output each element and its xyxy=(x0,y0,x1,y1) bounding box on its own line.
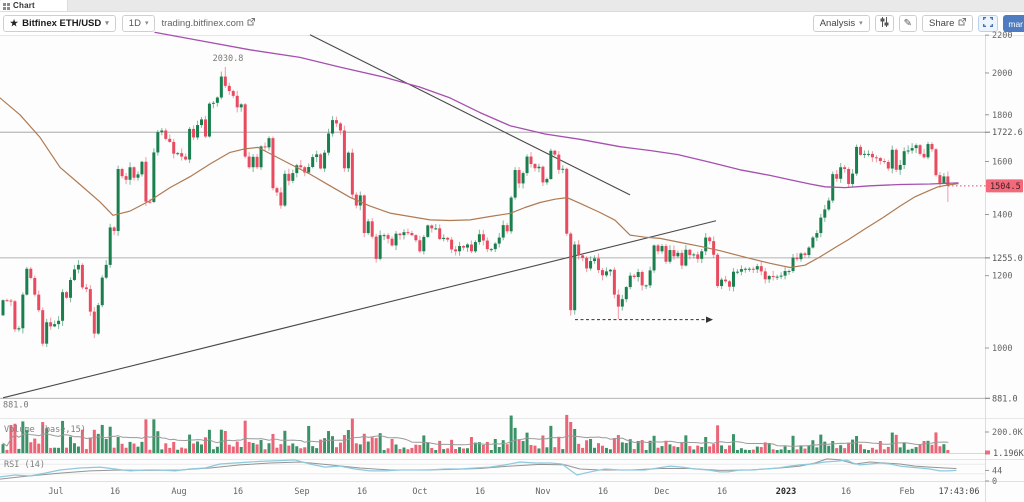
toolbar-left: ★ Bitfinex ETH/USD ▾ 1D ▾ trading.bitfin… xyxy=(0,15,255,32)
overflow-chip-label: mar xyxy=(1008,18,1023,29)
svg-text:1255.0: 1255.0 xyxy=(992,254,1023,264)
chevron-down-icon: ▾ xyxy=(105,20,109,27)
svg-text:16: 16 xyxy=(357,487,367,497)
star-icon: ★ xyxy=(10,18,19,28)
timeframe-selector-button[interactable]: 1D ▾ xyxy=(121,15,156,32)
fullscreen-icon xyxy=(983,17,994,30)
pencil-icon: ✎ xyxy=(903,18,912,29)
external-link-icon xyxy=(958,18,967,29)
tab-chart-label: Chart xyxy=(13,1,35,10)
share-button[interactable]: Share xyxy=(922,15,974,32)
chevron-down-icon: ▾ xyxy=(859,20,863,27)
chevron-down-icon: ▾ xyxy=(144,20,149,27)
svg-text:Aug: Aug xyxy=(171,487,186,497)
toolbar: ★ Bitfinex ETH/USD ▾ 1D ▾ trading.bitfin… xyxy=(0,12,1024,36)
price-axis[interactable]: 2200 2000 1800 1600 1400 1200 1000 1722.6 1255.0… xyxy=(948,31,1024,487)
high-price-annotation: 2030.8 xyxy=(213,54,244,64)
svg-text:Jul: Jul xyxy=(48,487,63,497)
svg-text:1800: 1800 xyxy=(992,111,1012,121)
last-price-tag xyxy=(986,179,1023,193)
symbol-label: Bitfinex ETH/USD xyxy=(22,18,102,29)
svg-text:1000: 1000 xyxy=(992,344,1012,354)
svg-text:16: 16 xyxy=(110,487,120,497)
time-axis[interactable]: Jul 16 Aug 16 Sep 16 Oct 16 Nov 16 Dec 16 2023 16 Feb 1… xyxy=(48,487,979,497)
svg-text:2000: 2000 xyxy=(992,69,1012,79)
overflow-chip[interactable]: mar xyxy=(1003,15,1024,32)
svg-text:1504.5: 1504.5 xyxy=(990,182,1021,192)
grid-icon xyxy=(3,0,10,15)
moving-average-lines xyxy=(0,31,959,269)
svg-text:200.0K: 200.0K xyxy=(992,428,1024,438)
svg-text:1.196K: 1.196K xyxy=(993,449,1024,459)
share-label: Share xyxy=(929,18,955,29)
svg-text:16: 16 xyxy=(233,487,243,497)
svg-text:Dec: Dec xyxy=(654,487,669,497)
svg-text:2200: 2200 xyxy=(992,31,1012,41)
rsi-indicator-label: RSI (14) xyxy=(4,460,45,470)
symbol-selector-button[interactable]: ★ Bitfinex ETH/USD ▾ xyxy=(3,15,116,32)
svg-text:1722.6: 1722.6 xyxy=(992,128,1023,138)
trendlines[interactable] xyxy=(2,34,717,399)
tab-chart[interactable]: Chart xyxy=(0,0,68,11)
svg-text:16: 16 xyxy=(598,487,608,497)
annotations: 2030.8 881.0 Volume (base,15) RSI (14) xyxy=(3,54,243,470)
left-level-annotation: 881.0 xyxy=(3,400,29,410)
sliders-icon xyxy=(880,17,889,30)
svg-text:Nov: Nov xyxy=(535,487,550,497)
svg-text:Sep: Sep xyxy=(294,487,309,497)
timeframe-label: 1D xyxy=(128,18,141,29)
external-link-icon xyxy=(247,18,255,29)
analysis-label: Analysis xyxy=(819,18,856,29)
svg-text:16: 16 xyxy=(475,487,485,497)
svg-text:44: 44 xyxy=(992,466,1002,476)
svg-text:1400: 1400 xyxy=(992,210,1012,220)
svg-text:2023: 2023 xyxy=(776,487,796,497)
svg-text:1200: 1200 xyxy=(992,272,1012,282)
candlestick-series[interactable] xyxy=(1,66,950,347)
svg-text:Feb: Feb xyxy=(899,487,914,497)
svg-text:0: 0 xyxy=(992,477,997,487)
svg-text:Oct: Oct xyxy=(412,487,427,497)
horizontal-level-lines[interactable] xyxy=(0,131,985,399)
draw-button[interactable]: ✎ xyxy=(898,15,917,32)
bitfinex-link[interactable]: trading.bitfinex.com xyxy=(161,18,255,29)
fullscreen-button[interactable] xyxy=(978,15,999,32)
indicator-settings-button[interactable] xyxy=(874,15,894,32)
rsi-panel xyxy=(0,458,985,480)
svg-text:16: 16 xyxy=(841,487,851,497)
svg-text:1600: 1600 xyxy=(992,158,1012,168)
toolbar-right: Analysis ▾ ✎ Share xyxy=(812,15,1024,32)
tab-bar: Chart xyxy=(0,0,1024,12)
volume-panel xyxy=(1,414,950,453)
analysis-button[interactable]: Analysis ▾ xyxy=(812,15,870,32)
bitfinex-link-label: trading.bitfinex.com xyxy=(161,18,244,29)
svg-text:16: 16 xyxy=(717,487,727,497)
volume-indicator-label: Volume (base,15) xyxy=(4,425,86,435)
svg-text:881.0: 881.0 xyxy=(992,394,1018,404)
svg-text:17:43:06: 17:43:06 xyxy=(939,487,980,497)
